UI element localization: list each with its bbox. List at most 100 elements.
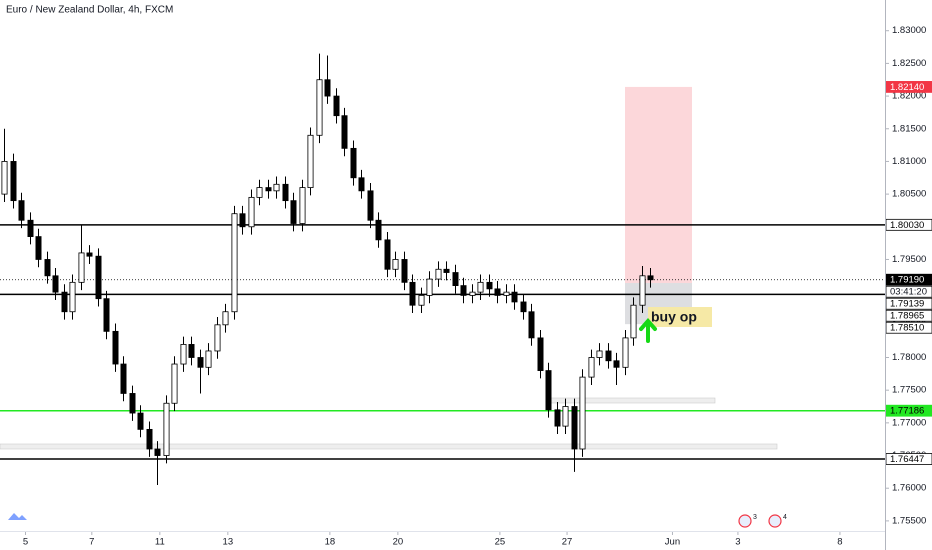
candle-body: [239, 213, 246, 228]
candle-body: [350, 147, 357, 179]
y-tick-label: 1.82000: [892, 91, 926, 102]
candle-body: [520, 301, 527, 313]
x-tick-label: 25: [495, 537, 506, 548]
candle-body: [545, 370, 552, 411]
candle-body: [171, 363, 178, 404]
candle-body: [1, 161, 8, 195]
drawn-zone: [0, 443, 778, 450]
x-tick-label: 13: [223, 537, 234, 548]
candle-body: [231, 213, 238, 313]
candle-body: [273, 183, 280, 192]
y-tick-label: 1.76000: [892, 483, 926, 494]
price-label: 1.77186: [890, 406, 924, 417]
candle-body: [639, 275, 646, 306]
logo: [8, 513, 27, 520]
candle-body: [282, 183, 289, 202]
candle-body: [571, 406, 578, 450]
y-tick-label: 1.79500: [892, 254, 926, 265]
candle-body: [163, 402, 170, 456]
candle-body: [61, 291, 68, 313]
candle-body: [324, 79, 331, 97]
candle-body: [647, 275, 654, 281]
candle-body: [10, 161, 17, 202]
y-tick-label: 1.75500: [892, 515, 926, 526]
x-tick-label: 18: [325, 537, 336, 548]
candle-body: [392, 259, 399, 270]
candle-body: [188, 344, 195, 358]
position-zone: [625, 86, 692, 284]
y-tick-label: 1.78000: [892, 352, 926, 363]
candle-body: [630, 304, 637, 339]
x-tick-label: Jun: [665, 537, 680, 548]
axes: 1.83000 1.82500 1.82000 1.81500 1.81000 1.805…: [23, 25, 932, 548]
candle-body: [384, 239, 391, 270]
chart-title: Euro / New Zealand Dollar, 4h, FXCM: [6, 5, 173, 16]
candle-body: [562, 406, 569, 427]
candle-body: [409, 281, 416, 306]
annotation-box: [648, 307, 712, 327]
y-tick-label: 1.83000: [892, 25, 926, 36]
annotation: buy op: [651, 309, 697, 325]
event-badge-count: 4: [783, 514, 787, 521]
candle-body: [494, 288, 501, 296]
candle-body: [307, 134, 314, 188]
event-badge-count: 3: [753, 514, 757, 521]
price-label: 1.78510: [890, 323, 924, 334]
x-tick-label: 5: [23, 537, 28, 548]
x-tick-label: 8: [837, 537, 842, 548]
y-tick-label: 1.81000: [892, 156, 926, 167]
event-badge-icon: [738, 514, 752, 528]
candle-body: [129, 393, 136, 414]
candle-body: [18, 200, 25, 221]
candle-body: [256, 187, 263, 198]
candle-body: [443, 268, 450, 273]
candle-body: [69, 281, 76, 313]
candle-body: [367, 190, 374, 221]
candle-body: [112, 330, 119, 365]
candle-body: [27, 219, 34, 237]
candle-body: [605, 350, 612, 362]
countdown: 03:41:20: [890, 287, 927, 298]
candle-body: [154, 448, 161, 456]
x-tick-label: 27: [562, 537, 573, 548]
y-tick-label: 1.80500: [892, 189, 926, 200]
price-label: 1.80030: [890, 220, 924, 231]
candle-body: [537, 337, 544, 371]
candle-body: [86, 252, 93, 257]
candle-body: [146, 428, 153, 450]
candle-body: [486, 281, 493, 290]
candle-body: [214, 324, 221, 352]
levels: [0, 224, 885, 460]
candle-body: [103, 298, 110, 332]
candle-body: [341, 115, 348, 149]
candle-body: [316, 79, 323, 136]
candle-body: [197, 357, 204, 368]
candle-body: [35, 236, 42, 260]
y-tick-label: 1.81500: [892, 123, 926, 134]
candle-body: [401, 259, 408, 283]
candle-body: [375, 219, 382, 241]
candle-body: [358, 177, 365, 192]
y-tick-label: 1.82500: [892, 58, 926, 69]
candle-body: [265, 187, 272, 192]
candle-body: [503, 291, 510, 296]
price-label: 1.78965: [890, 311, 924, 322]
candle-body: [477, 281, 484, 293]
candle-body: [78, 252, 85, 283]
candle-body: [52, 275, 59, 293]
candle-body: [554, 409, 561, 427]
candle-body: [435, 268, 442, 280]
x-tick-label: 20: [393, 537, 404, 548]
y-tick-label: 1.77000: [892, 417, 926, 428]
candle-body: [460, 285, 467, 296]
candle-body: [248, 196, 255, 228]
candle-body: [588, 357, 595, 378]
candle-body: [613, 360, 620, 368]
candle-body: [137, 412, 144, 430]
y-tick-label: 1.77500: [892, 385, 926, 396]
candle-body: [469, 291, 476, 296]
